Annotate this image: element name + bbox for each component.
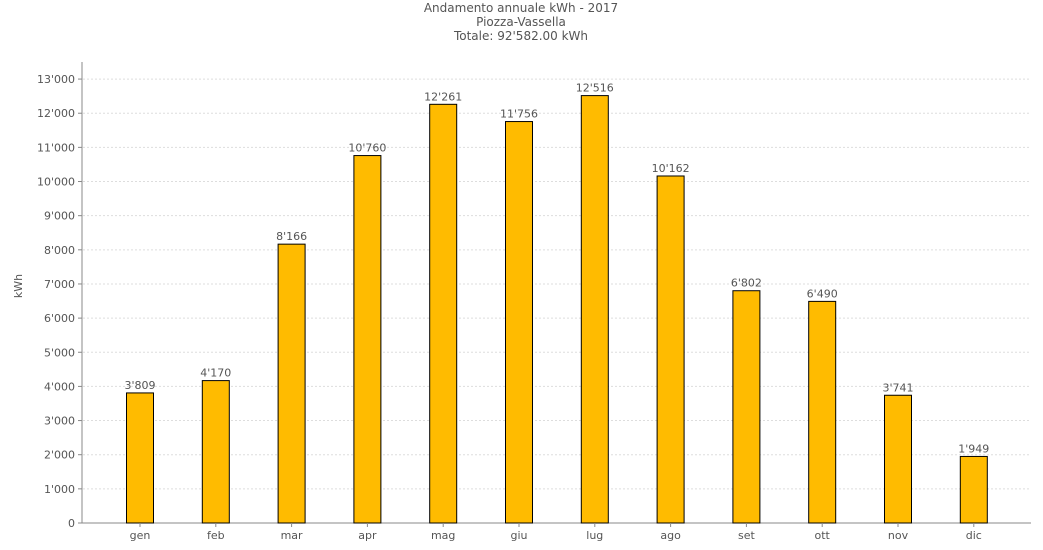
y-axis-ticks: 0 1'000 2'000 3'000 4'000 5'000 6'000 7'000 8'00… <box>37 73 82 530</box>
x-axis-ticks: gen feb mar apr mag giu lug ago set ott nov dic <box>130 523 982 542</box>
bar-ott <box>808 300 837 524</box>
value-label-ago: 10'162 <box>652 162 690 175</box>
bar-dic <box>959 455 988 524</box>
y-tick-label: 5'000 <box>44 346 75 359</box>
x-tick-label-nov: nov <box>888 529 909 542</box>
bars <box>126 95 988 524</box>
value-label-apr: 10'760 <box>348 142 386 155</box>
value-label-nov: 3'741 <box>882 381 913 394</box>
bar-lug <box>580 95 609 524</box>
axes <box>81 62 1031 524</box>
x-tick-label-ago: ago <box>660 529 681 542</box>
y-tick-label: 9'000 <box>44 210 75 223</box>
value-labels: 3'809 4'170 8'166 10'760 12'261 11'756 12'516 1… <box>124 82 989 456</box>
x-tick-label-lug: lug <box>586 529 603 542</box>
x-tick-label-gen: gen <box>130 529 151 542</box>
bar-feb <box>201 380 230 524</box>
x-tick-label-set: set <box>738 529 755 542</box>
y-tick-label: 13'000 <box>37 73 75 86</box>
bar-mar <box>277 243 306 524</box>
value-label-feb: 4'170 <box>200 367 231 380</box>
bar-ago <box>656 175 685 524</box>
y-axis-label: kWh <box>12 274 25 298</box>
y-tick-label: 3'000 <box>44 415 75 428</box>
x-tick-label-mar: mar <box>281 529 303 542</box>
value-label-ott: 6'490 <box>807 287 838 300</box>
x-tick-label-giu: giu <box>510 529 527 542</box>
value-label-giu: 11'756 <box>500 108 538 121</box>
value-label-lug: 12'516 <box>576 82 614 95</box>
y-tick-label: 6'000 <box>44 312 75 325</box>
chart-total: Totale: 92'582.00 kWh <box>453 29 588 43</box>
chart-title: Andamento annuale kWh - 2017 <box>424 1 618 15</box>
bar-giu <box>505 121 533 524</box>
bar-gen <box>126 392 154 524</box>
y-tick-label: 7'000 <box>44 278 75 291</box>
bar-apr <box>353 155 382 524</box>
value-label-gen: 3'809 <box>124 379 155 392</box>
bar-set <box>732 290 761 524</box>
value-label-dic: 1'949 <box>958 442 989 455</box>
y-tick-label: 11'000 <box>37 141 75 154</box>
value-label-set: 6'802 <box>731 277 762 290</box>
y-tick-label: 0 <box>68 517 75 530</box>
value-label-mag: 12'261 <box>424 90 462 103</box>
x-tick-label-apr: apr <box>358 529 377 542</box>
x-tick-label-dic: dic <box>966 529 982 542</box>
gridlines <box>83 78 1031 490</box>
value-label-mar: 8'166 <box>276 230 307 243</box>
bar-nov <box>884 394 912 524</box>
bar-mag <box>429 103 458 524</box>
y-tick-label: 1'000 <box>44 483 75 496</box>
y-tick-label: 10'000 <box>37 176 75 189</box>
chart-subtitle: Piozza-Vassella <box>476 15 566 29</box>
y-tick-label: 4'000 <box>44 380 75 393</box>
x-tick-label-mag: mag <box>431 529 455 542</box>
y-tick-label: 2'000 <box>44 449 75 462</box>
y-tick-label: 8'000 <box>44 244 75 257</box>
x-tick-label-feb: feb <box>207 529 225 542</box>
x-tick-label-ott: ott <box>815 529 831 542</box>
y-tick-label: 12'000 <box>37 107 75 120</box>
